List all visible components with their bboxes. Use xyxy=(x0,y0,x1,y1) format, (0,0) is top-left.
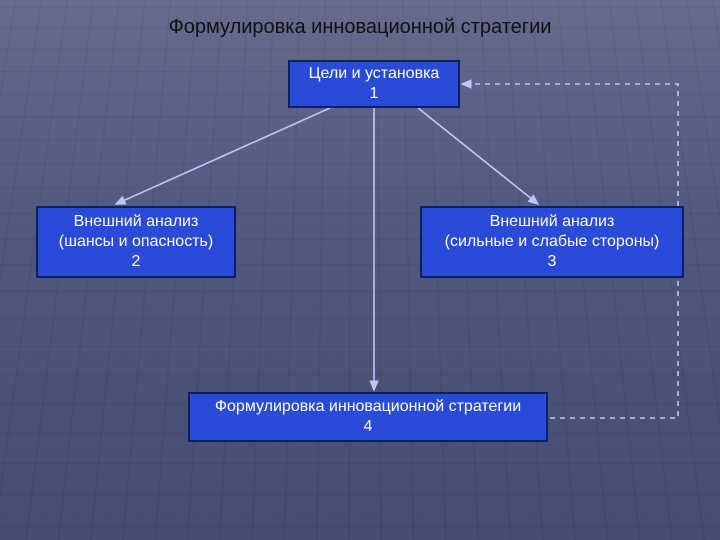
node-line: 4 xyxy=(364,417,373,437)
node-goals: Цели и установка 1 xyxy=(288,60,460,108)
node-line: Внешний анализ xyxy=(74,212,199,232)
node-strategy-formulation: Формулировка инновационной стратегии 4 xyxy=(188,392,548,442)
node-line: 2 xyxy=(132,252,141,272)
node-external-analysis-opportunities: Внешний анализ (шансы и опасность) 2 xyxy=(36,206,236,278)
node-line: Цели и установка xyxy=(309,64,440,84)
node-line: 1 xyxy=(370,84,379,104)
node-line: Внешний анализ xyxy=(490,212,615,232)
node-line: 3 xyxy=(548,252,557,272)
node-external-analysis-strengths: Внешний анализ (сильные и слабые стороны… xyxy=(420,206,684,278)
node-line: (сильные и слабые стороны) xyxy=(445,232,660,252)
node-line: (шансы и опасность) xyxy=(59,232,213,252)
node-line: Формулировка инновационной стратегии xyxy=(215,397,521,417)
edge-arrow xyxy=(418,108,538,204)
diagram-layer: Формулировка инновационной стратегии Цел… xyxy=(0,0,720,540)
page-title: Формулировка инновационной стратегии xyxy=(0,16,720,39)
edge-arrow xyxy=(116,108,330,204)
